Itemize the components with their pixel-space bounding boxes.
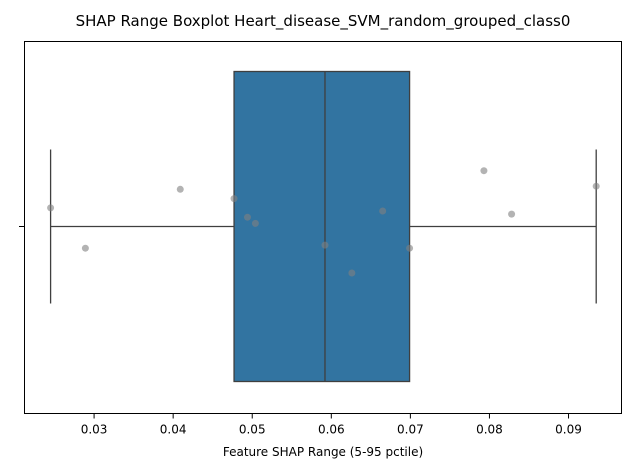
plot-area [47, 70, 600, 383]
box-iqr [233, 70, 411, 383]
x-axis: 0.03 0.04 0.05 0.06 0.07 0.08 0.09 [81, 413, 582, 437]
data-point [243, 213, 251, 221]
x-axis-label: Feature SHAP Range (5-95 pctile) [223, 445, 423, 459]
x-tick-label: 0.05 [239, 423, 266, 437]
x-tick-label: 0.03 [81, 423, 108, 437]
data-point [251, 219, 259, 227]
data-point [47, 204, 55, 212]
data-point [406, 244, 414, 252]
x-tick-label: 0.06 [318, 423, 345, 437]
data-point [508, 210, 516, 218]
data-point [480, 167, 488, 175]
data-point [230, 195, 238, 203]
x-tick-label: 0.08 [476, 423, 503, 437]
data-point [321, 241, 329, 249]
x-tick-label: 0.07 [397, 423, 424, 437]
data-point [81, 244, 89, 252]
chart-title: SHAP Range Boxplot Heart_disease_SVM_ran… [76, 12, 571, 31]
data-point [592, 182, 600, 190]
x-tick-label: 0.04 [160, 423, 187, 437]
data-point [176, 185, 184, 193]
axes-frame [24, 41, 622, 414]
data-point [348, 269, 356, 277]
data-point [379, 207, 387, 215]
x-tick-label: 0.09 [555, 423, 582, 437]
